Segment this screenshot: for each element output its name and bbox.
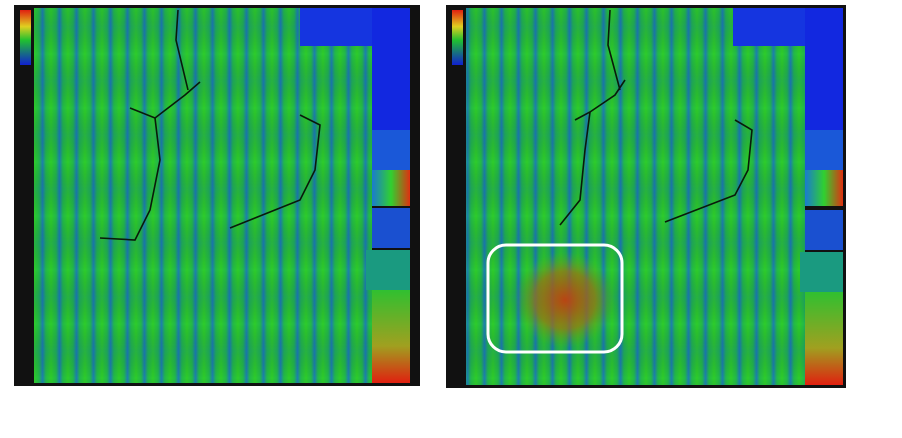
- crack: [559, 111, 591, 226]
- right-column: [805, 210, 843, 250]
- right-column: [800, 252, 843, 292]
- crack: [99, 117, 161, 241]
- cracks: [99, 9, 321, 241]
- hot-region: [515, 252, 615, 348]
- colorbar: [452, 10, 463, 65]
- right-column: [805, 170, 843, 206]
- crack: [664, 119, 753, 223]
- crack: [129, 81, 201, 119]
- right-column: [372, 130, 410, 170]
- highlight-box: [486, 243, 624, 354]
- heatmap-bands: [466, 8, 805, 385]
- right-column: [372, 170, 410, 206]
- cracks: [559, 9, 753, 226]
- crack: [175, 9, 189, 91]
- heatmap-bands: [34, 8, 372, 383]
- right-panel: [446, 5, 846, 388]
- right-column: [805, 292, 843, 385]
- right-column: [372, 290, 410, 383]
- colorbar: [20, 10, 31, 65]
- blue-block: [733, 8, 805, 46]
- blue-block: [300, 8, 372, 46]
- left-panel: [14, 5, 420, 386]
- right-column: [805, 130, 843, 170]
- right-column: [366, 250, 410, 290]
- crack: [607, 9, 621, 91]
- right-column: [372, 208, 410, 248]
- crack: [229, 114, 321, 229]
